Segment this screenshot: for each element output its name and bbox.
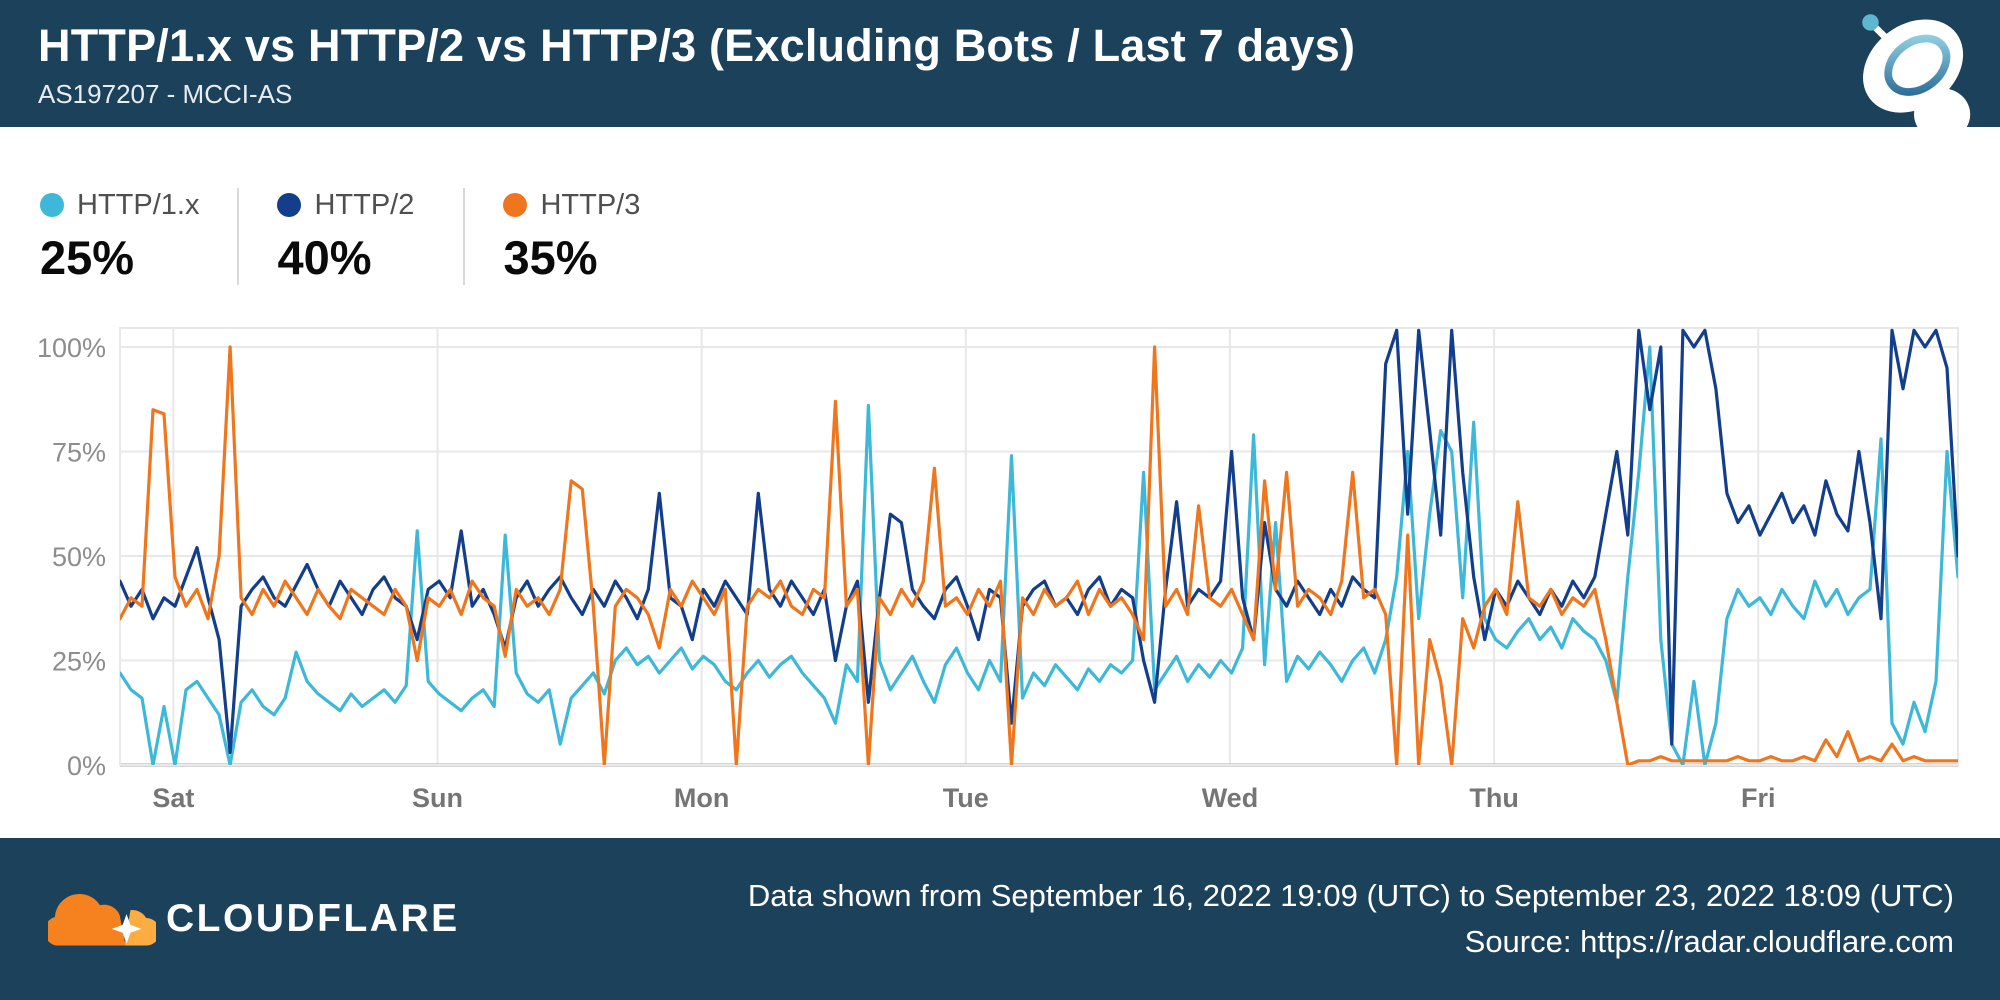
legend-item-http3: HTTP/3 35% — [463, 188, 640, 285]
legend-label: HTTP/1.x — [77, 188, 200, 221]
x-tick-label: Mon — [674, 783, 729, 813]
legend: HTTP/1.x 25% HTTP/2 40% HTTP/3 35% — [40, 188, 640, 285]
footer-source: Source: https://radar.cloudflare.com — [1464, 924, 1954, 959]
series-line-http1x — [120, 345, 1958, 765]
x-tick-label: Wed — [1202, 783, 1259, 813]
footer: CLOUDFLARE Data shown from September 16,… — [0, 838, 2000, 1000]
radar-satellite-icon — [1862, 14, 1971, 127]
page-title: HTTP/1.x vs HTTP/2 vs HTTP/3 (Excluding … — [38, 20, 1356, 71]
legend-item-http2: HTTP/2 40% — [237, 188, 425, 285]
legend-dot-http2 — [277, 193, 302, 217]
y-tick-label: 25% — [52, 647, 106, 677]
x-tick-label: Fri — [1741, 783, 1776, 813]
x-tick-label: Tue — [943, 783, 989, 813]
legend-dot-http1x — [40, 193, 64, 217]
page-subtitle: AS197207 - MCCI-AS — [38, 79, 293, 109]
series-line-http3 — [120, 345, 1958, 765]
x-tick-label: Sun — [412, 783, 463, 813]
attribution: Data shown from September 16, 2022 19:09… — [748, 873, 1954, 965]
x-tick-label: Thu — [1469, 783, 1518, 813]
y-tick-label: 100% — [37, 333, 106, 363]
cloudflare-wordmark: CLOUDFLARE — [166, 897, 460, 940]
plot-border — [119, 327, 1959, 766]
header: HTTP/1.x vs HTTP/2 vs HTTP/3 (Excluding … — [0, 0, 2000, 127]
legend-label: HTTP/2 — [314, 188, 415, 221]
legend-item-http1x: HTTP/1.x 25% — [40, 188, 199, 285]
legend-label: HTTP/3 — [540, 188, 641, 221]
cloudflare-logo: CLOUDFLARE — [48, 888, 460, 950]
y-tick-label: 50% — [52, 542, 106, 572]
legend-value: 25% — [40, 231, 135, 284]
y-tick-label: 0% — [67, 751, 106, 781]
y-tick-label: 75% — [52, 438, 106, 468]
footer-data-range: Data shown from September 16, 2022 19:09… — [747, 878, 1954, 913]
series-line-http2 — [120, 328, 1958, 755]
legend-value: 35% — [503, 231, 598, 284]
cloudflare-cloud-icon — [48, 893, 156, 946]
legend-dot-http3 — [503, 193, 528, 217]
x-tick-label: Sat — [152, 783, 194, 813]
legend-value: 40% — [277, 231, 372, 284]
